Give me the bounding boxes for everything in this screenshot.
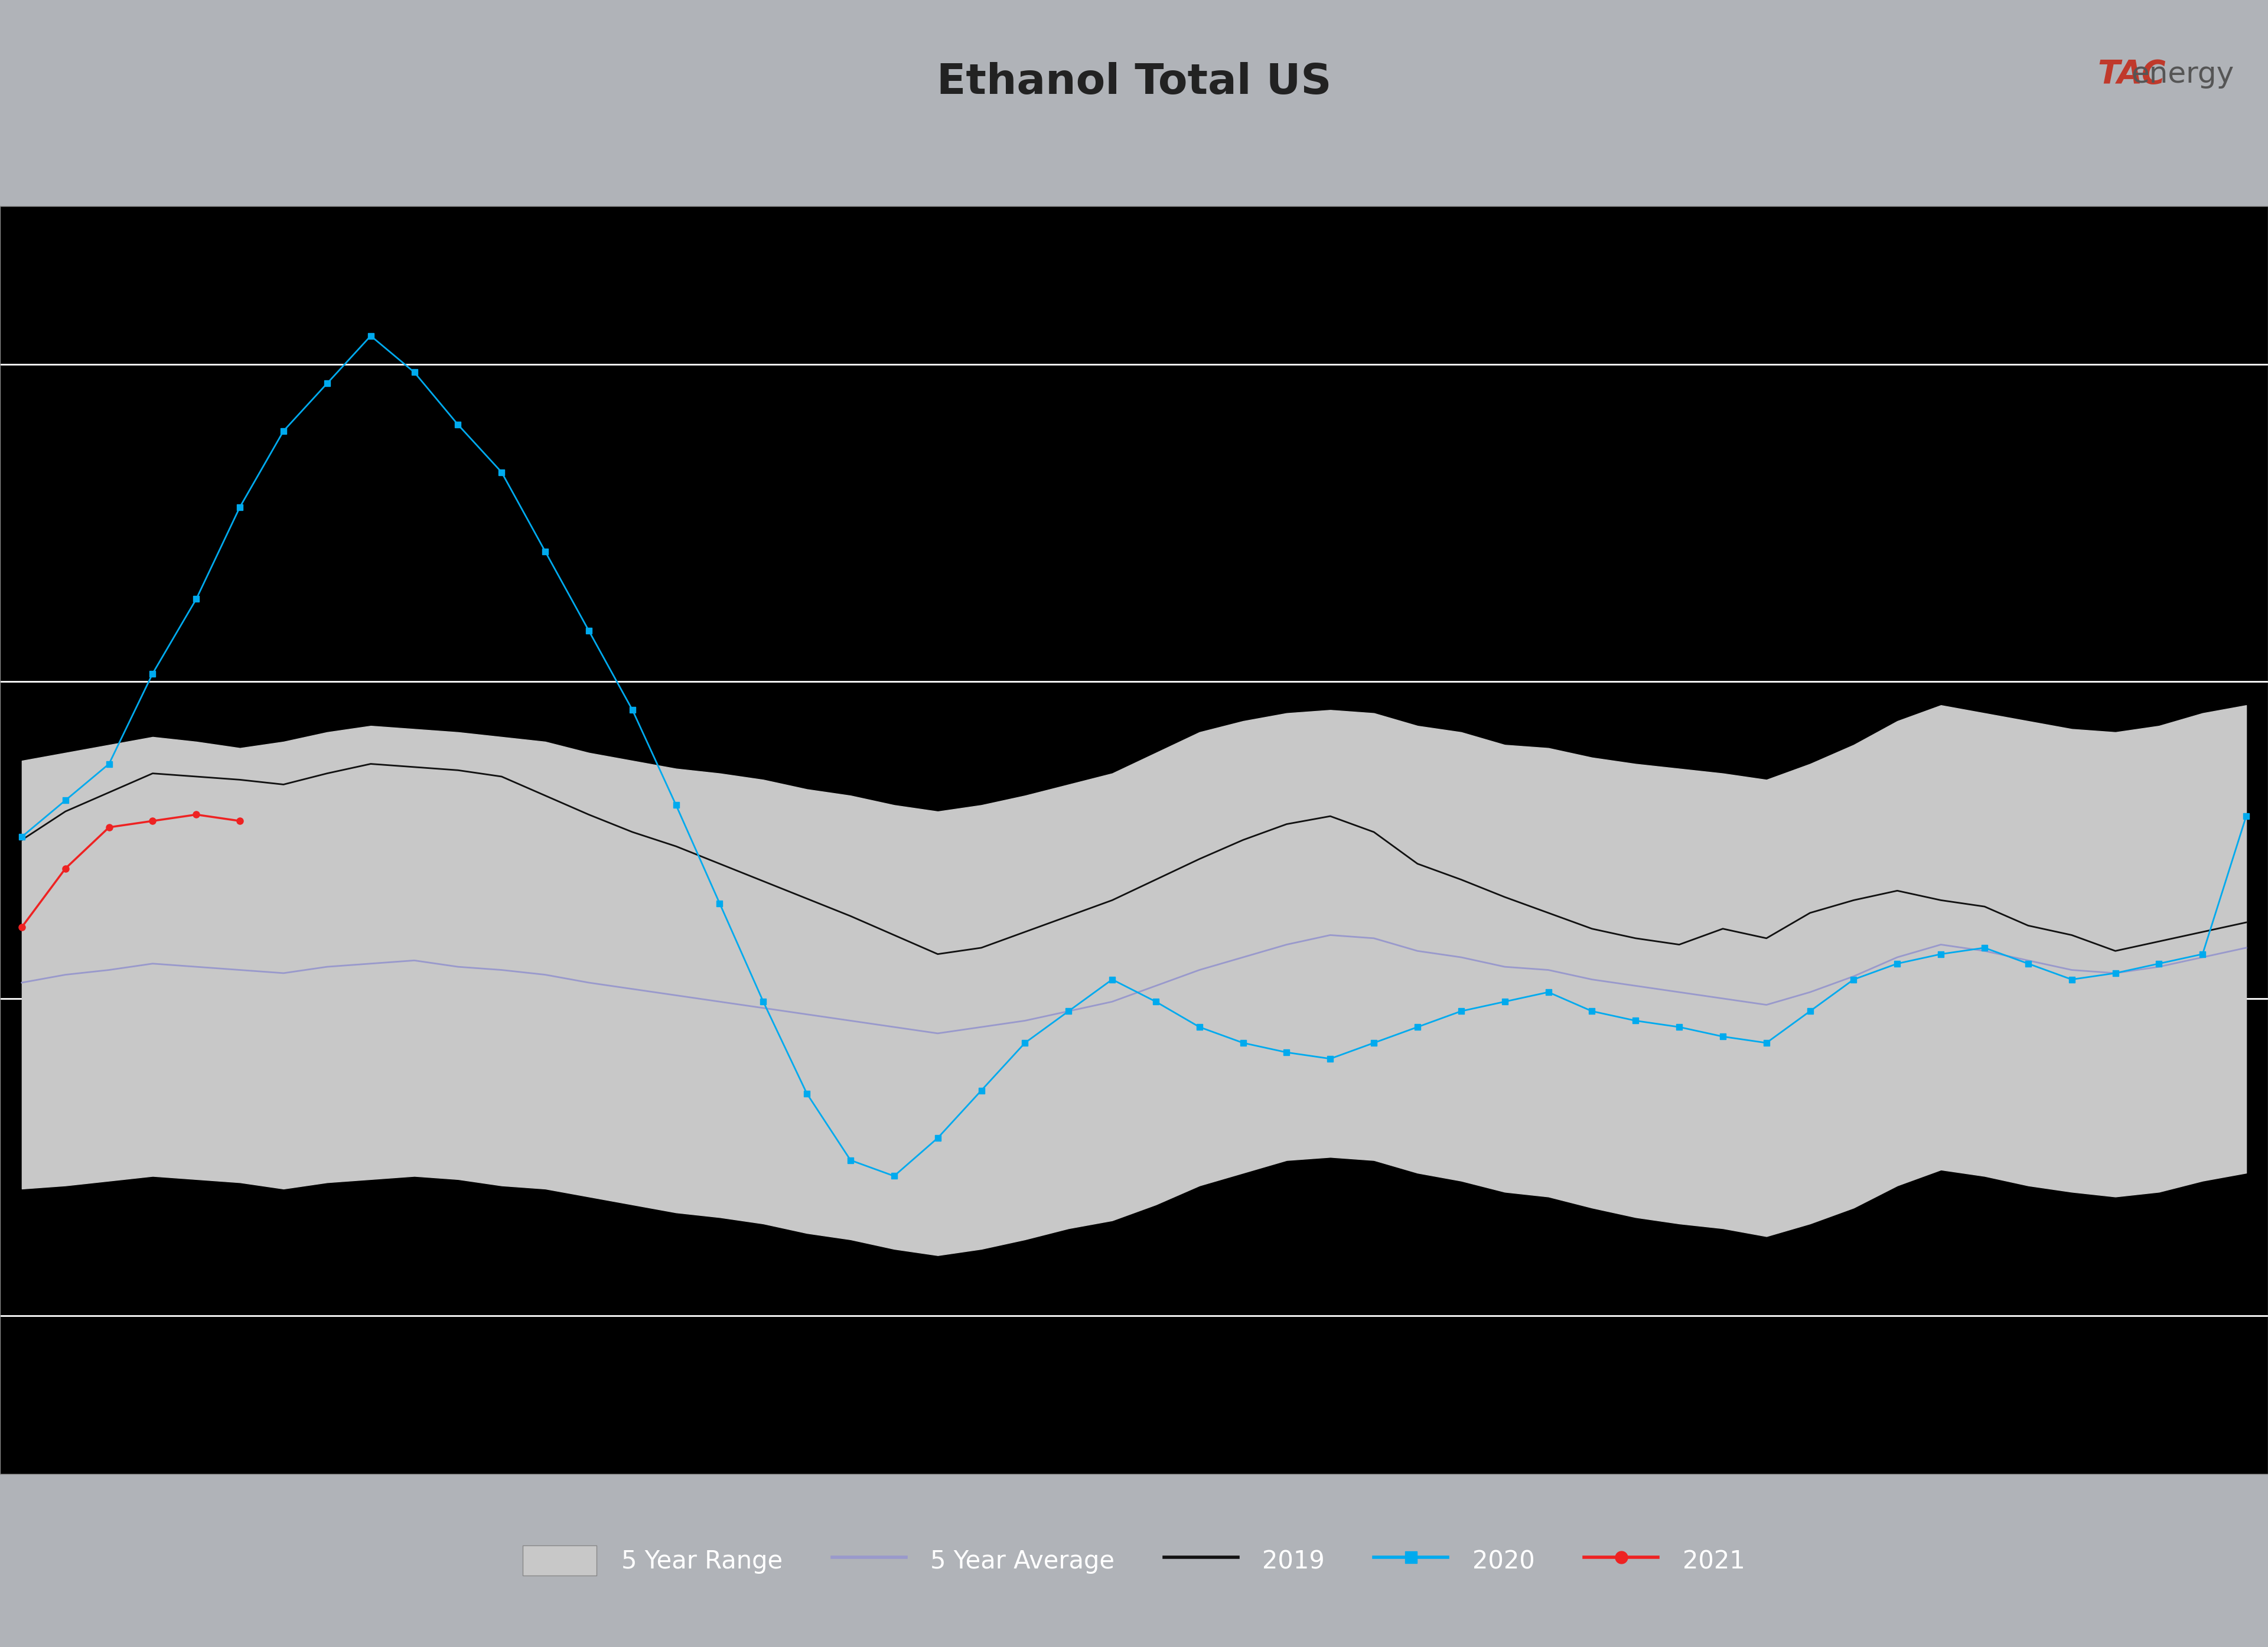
Text: energy: energy bbox=[2132, 59, 2234, 89]
Legend: 5 Year Range, 5 Year Average, 2019, 2020, 2021: 5 Year Range, 5 Year Average, 2019, 2020… bbox=[524, 1545, 1744, 1576]
Text: Ethanol Total US: Ethanol Total US bbox=[937, 63, 1331, 102]
Text: TAC: TAC bbox=[2098, 58, 2166, 91]
